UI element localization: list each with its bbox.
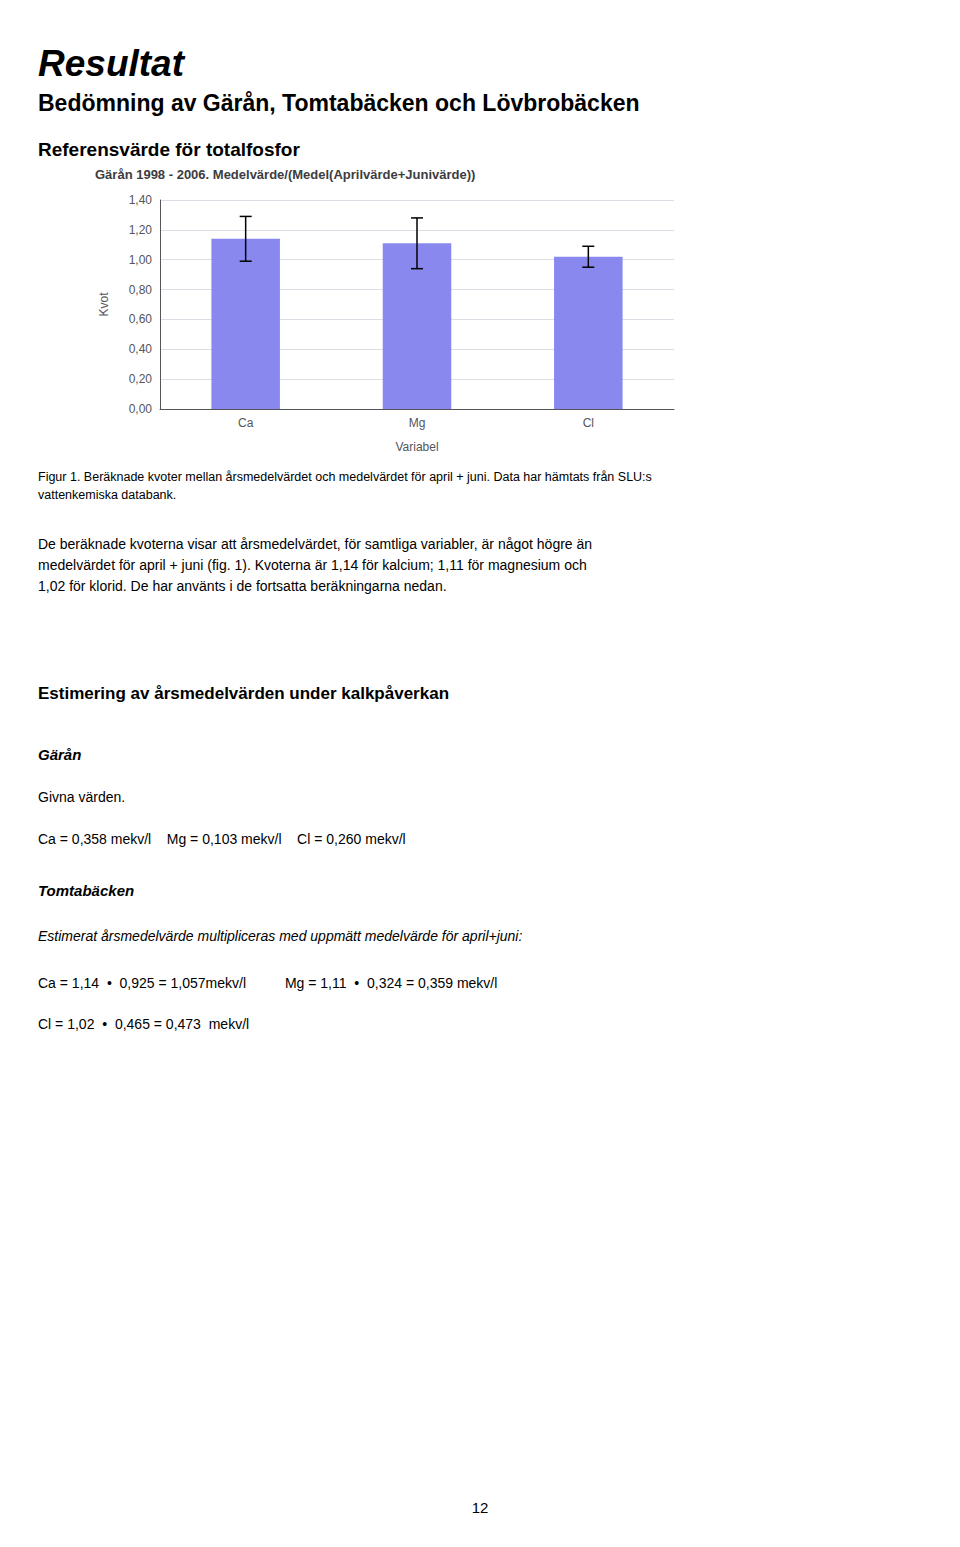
html-text:Tomtabäcken: Tomtabäcken (38, 882, 135, 899)
svg-text:Kvot: Kvot (97, 292, 111, 317)
html-text:Figur 1. Beräknade kvoter mell: Figur 1. Beräknade kvoter mellan årsmede… (38, 470, 652, 502)
html-text:Givna värden.: Givna värden. (38, 789, 126, 805)
svg-text:0,40: 0,40 (129, 342, 153, 356)
svg-text:Ca: Ca (238, 416, 254, 430)
svg-text:Variabel: Variabel (395, 440, 438, 454)
html-text:Ca = 1,14 • 0,925 = 1,057mekv/: Ca = 1,14 • 0,925 = 1,057mekv/l Mg = 1,1… (38, 975, 498, 991)
html-text:Bedömning av Gärån, Tomtabäcke: Bedömning av Gärån, Tomtabäcken och Lövb… (38, 90, 640, 116)
svg-text:0,80: 0,80 (129, 283, 153, 297)
svg-text:1,00: 1,00 (129, 253, 153, 267)
svg-text:1,20: 1,20 (129, 223, 153, 237)
svg-text:Cl: Cl (583, 416, 594, 430)
html-text:12: 12 (471, 1499, 489, 1516)
svg-text:Mg: Mg (409, 416, 426, 430)
html-text:Referensvärde för totalfosfor: Referensvärde för totalfosfor (38, 139, 300, 160)
html-text:Gärån: Gärån (38, 746, 82, 763)
svg-text:0,20: 0,20 (129, 372, 153, 386)
html-text:Estimerat årsmedelvärde multip: Estimerat årsmedelvärde multipliceras me… (38, 928, 523, 944)
html-text:De beräknade kvoterna visar at: De beräknade kvoterna visar att årsmedel… (38, 536, 593, 594)
html-text:Resultat: Resultat (38, 43, 184, 84)
svg-text:0,60: 0,60 (129, 312, 153, 326)
svg-text:1,40: 1,40 (129, 193, 153, 207)
svg-text:Gärån 1998 - 2006. Medelvärde/: Gärån 1998 - 2006. Medelvärde/(Medel(Apr… (95, 167, 475, 182)
html-text:Ca = 0,358 mekv/l Mg = 0,103 m: Ca = 0,358 mekv/l Mg = 0,103 mekv/l Cl =… (38, 831, 406, 847)
html-text:Cl = 1,02 • 0,465 = 0,473 mekv: Cl = 1,02 • 0,465 = 0,473 mekv/l (38, 1016, 250, 1032)
html-text:Estimering av årsmedelvärden u: Estimering av årsmedelvärden under kalkp… (38, 684, 449, 703)
svg-text:0,00: 0,00 (129, 402, 153, 416)
